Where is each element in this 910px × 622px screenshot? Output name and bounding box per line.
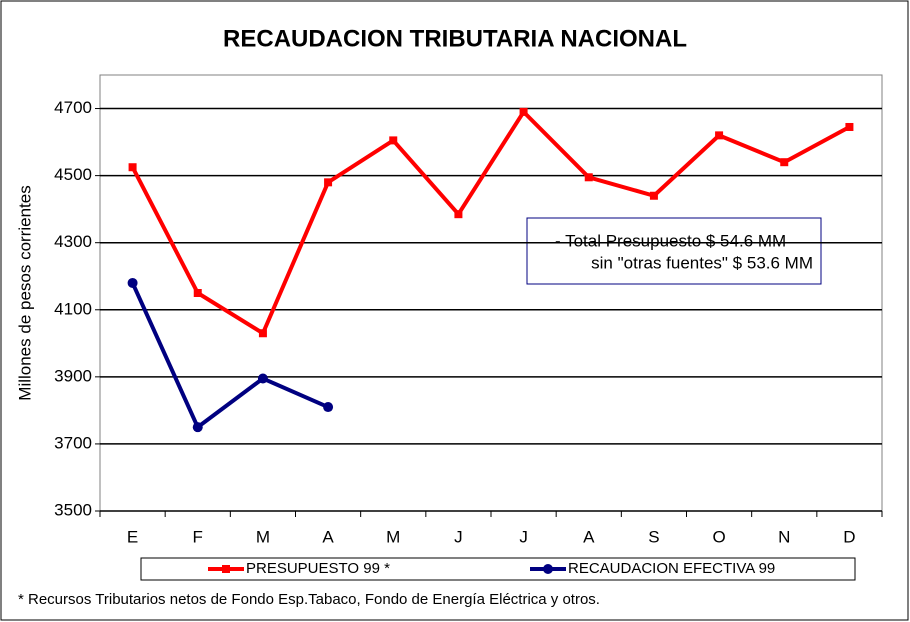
series-line bbox=[130, 109, 851, 336]
marker bbox=[192, 422, 203, 433]
legend bbox=[140, 557, 856, 581]
x-tick-label: M bbox=[386, 527, 400, 546]
y-tick-label: 4500 bbox=[54, 165, 92, 184]
marker bbox=[324, 178, 333, 187]
marker bbox=[454, 210, 463, 219]
marker bbox=[128, 163, 137, 172]
y-tick-label: 3700 bbox=[54, 433, 92, 452]
chart-title: RECAUDACION TRIBUTARIA NACIONAL bbox=[223, 25, 687, 52]
x-tick-label: N bbox=[778, 527, 790, 546]
x-tick-label: E bbox=[127, 527, 138, 546]
marker bbox=[222, 565, 230, 573]
legend-label: RECAUDACION EFECTIVA 99 bbox=[568, 560, 775, 577]
marker bbox=[780, 158, 789, 167]
annotation: - Total Presupuesto $ 54.6 MM bbox=[555, 231, 786, 250]
y-tick-label: 4700 bbox=[54, 98, 92, 117]
marker bbox=[193, 289, 202, 297]
footnote: * Recursos Tributarios netos de Fondo Es… bbox=[18, 591, 600, 608]
plot-area bbox=[99, 74, 883, 512]
marker bbox=[323, 402, 334, 413]
marker bbox=[584, 173, 593, 182]
x-tick-label: F bbox=[193, 527, 203, 546]
x-tick-label: M bbox=[256, 527, 270, 546]
y-tick-label: 3900 bbox=[54, 366, 92, 385]
x-tick-label: J bbox=[454, 527, 463, 546]
marker bbox=[257, 373, 268, 384]
y-tick-label: 3500 bbox=[54, 500, 92, 519]
marker bbox=[519, 107, 528, 116]
y-tick-label: 4100 bbox=[54, 299, 92, 318]
annotation: sin "otras fuentes" $ 53.6 MM bbox=[591, 253, 813, 272]
marker bbox=[543, 564, 553, 574]
legend-label: PRESUPUESTO 99 * bbox=[246, 560, 390, 577]
series-line bbox=[130, 282, 329, 430]
x-tick-label: A bbox=[322, 527, 334, 546]
y-axis-label: Millones de pesos corrientes bbox=[15, 185, 34, 400]
x-tick-label: S bbox=[648, 527, 659, 546]
x-tick-label: O bbox=[712, 527, 725, 546]
marker bbox=[389, 136, 398, 145]
x-tick-label: J bbox=[519, 527, 528, 546]
marker bbox=[845, 122, 854, 131]
marker bbox=[258, 329, 267, 338]
y-tick-label: 4300 bbox=[54, 232, 92, 251]
marker bbox=[715, 131, 724, 140]
annotation-box bbox=[526, 217, 822, 285]
x-tick-label: A bbox=[583, 527, 595, 546]
x-tick-label: D bbox=[843, 527, 855, 546]
marker bbox=[127, 277, 138, 288]
marker bbox=[649, 191, 658, 200]
